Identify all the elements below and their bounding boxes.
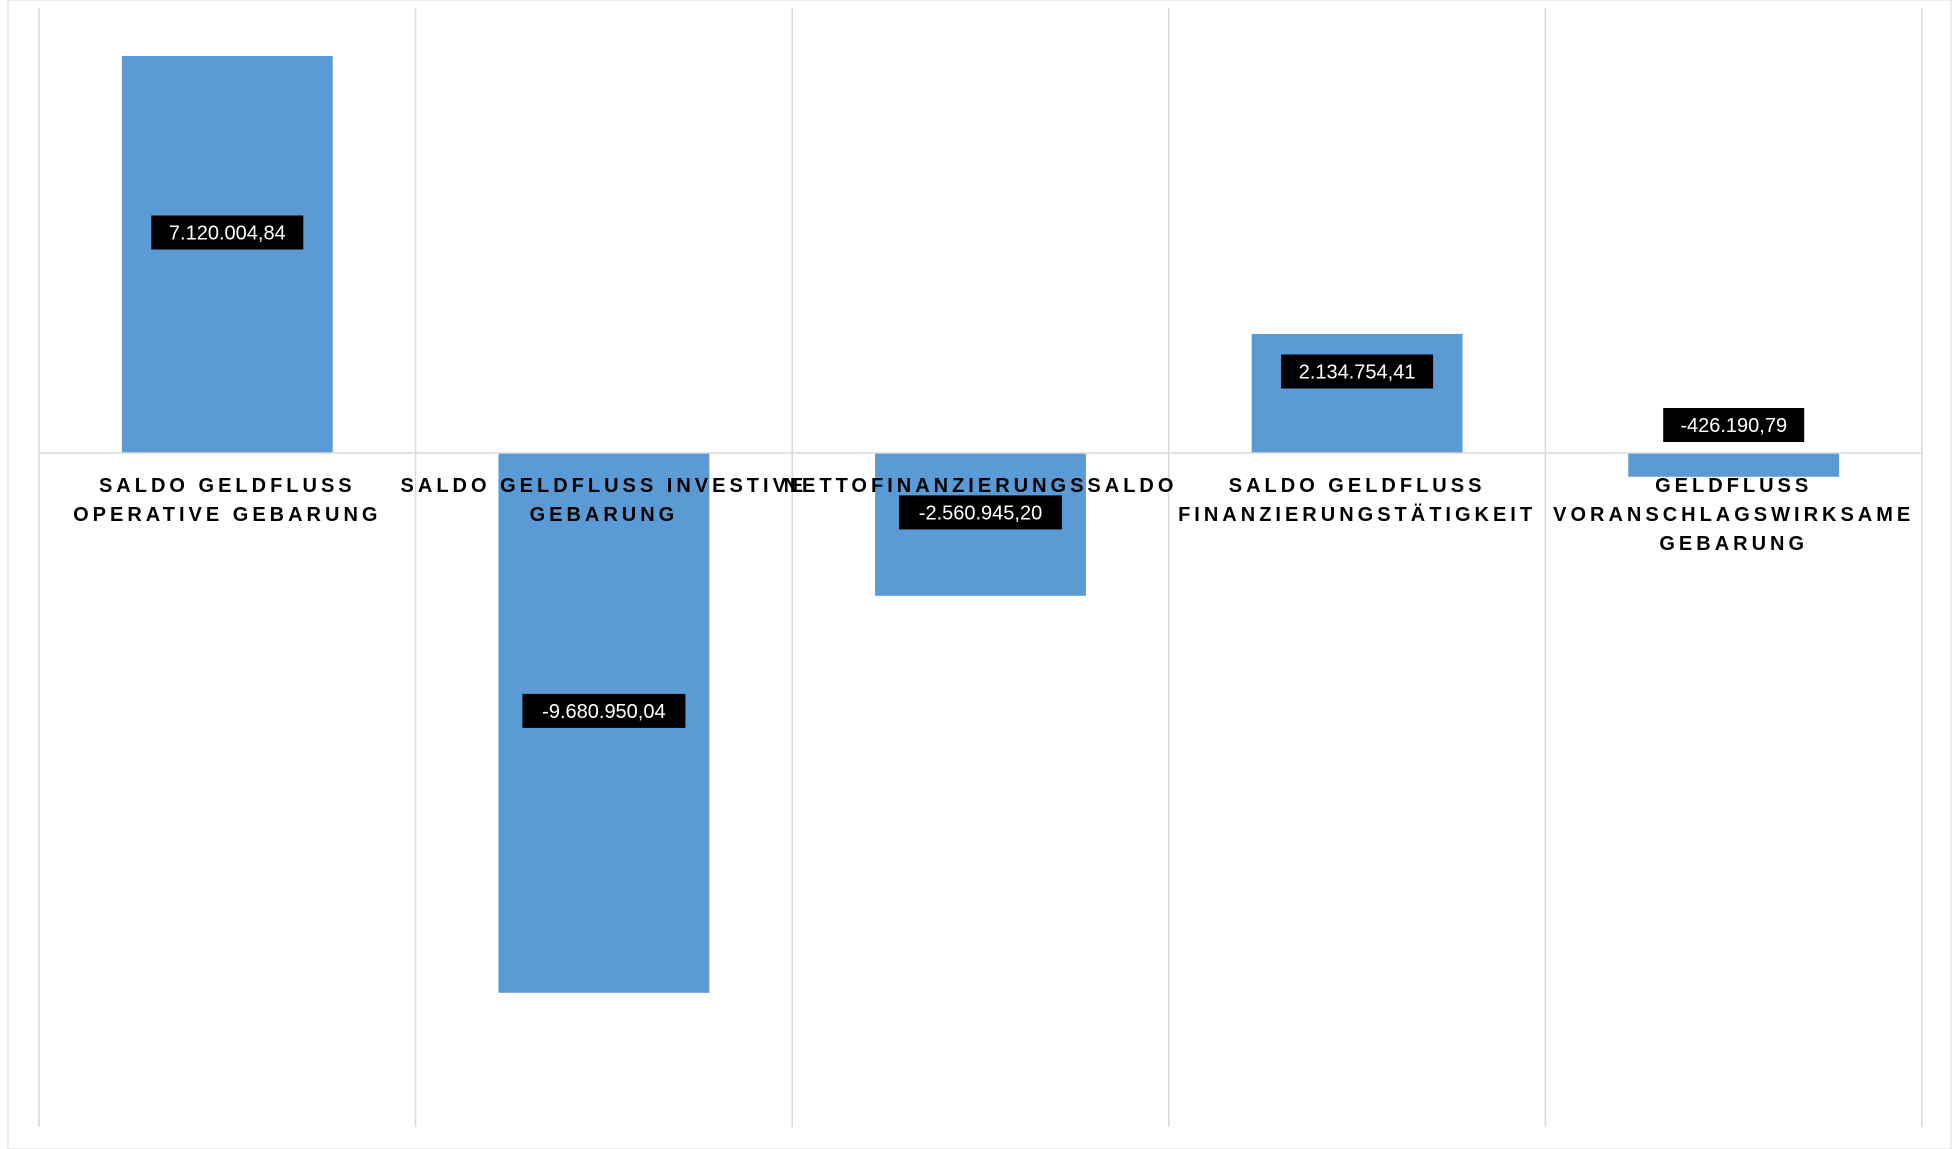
data-label-5: -426.190,79: [1663, 408, 1805, 442]
gridlines: [38, 8, 1923, 1127]
data-label-background: [1663, 408, 1805, 442]
data-label-text: -2.560.945,20: [919, 502, 1042, 524]
data-label-text: -9.680.950,04: [542, 701, 665, 723]
category-labels: SALDO GELDFLUSS OPERATIVE GEBARUNG SALDO G…: [73, 475, 1914, 555]
data-label-background: [899, 495, 1062, 530]
data-label-text: 2.134.754,41: [1299, 361, 1416, 383]
bar-5: [1628, 453, 1840, 477]
category-label-3: NETTOFINANZIERUNGSSALDO: [784, 475, 1178, 497]
data-label-text: 7.120.004,84: [169, 223, 286, 245]
data-label-background: [522, 693, 686, 728]
category-label-2: SALDO GELDFLUSS INVESTIVE GEBARUNG: [401, 475, 808, 526]
data-label-4: 2.134.754,41: [1281, 354, 1434, 389]
data-label-3: -2.560.945,20: [899, 495, 1062, 530]
category-label-1: SALDO GELDFLUSS OPERATIVE GEBARUNG: [73, 475, 381, 526]
chart-area-border: [7, 0, 1952, 1149]
bar-4: [1251, 333, 1463, 453]
data-label-text: -426.190,79: [1680, 415, 1787, 437]
data-labels: 7.120.004,84 -9.680.950,04 -2.560.945,20 2.…: [151, 215, 1805, 728]
data-label-background: [1281, 354, 1434, 389]
category-label-4: SALDO GELDFLUSS FINANZIERUNGSTÄTIGKEIT: [1178, 475, 1536, 526]
data-label-2: -9.680.950,04: [522, 693, 686, 728]
data-label-1: 7.120.004,84: [151, 215, 304, 250]
bar-1: [121, 56, 333, 453]
data-label-background: [151, 215, 304, 250]
category-label-5: GELDFLUSS VORANSCHLAGSWIRKSAME GEBARUNG: [1553, 475, 1914, 555]
